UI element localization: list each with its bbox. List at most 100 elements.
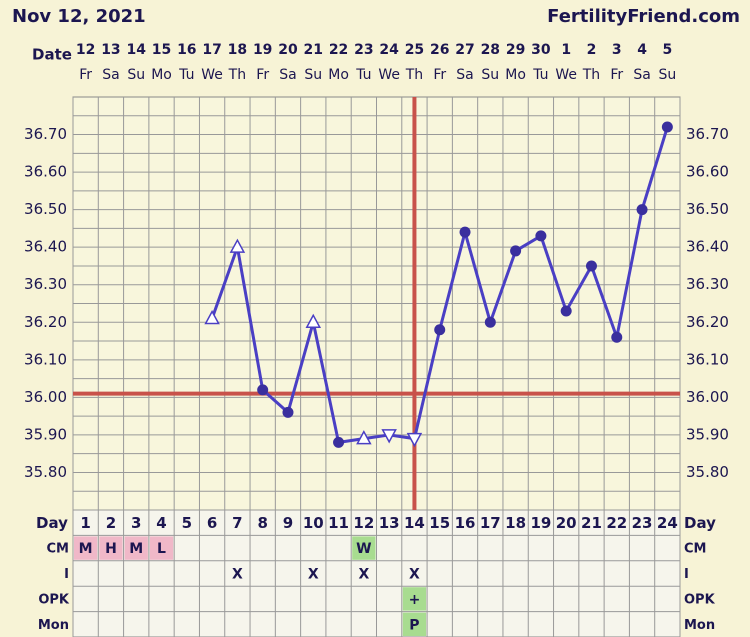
date-label: 27 xyxy=(455,42,474,58)
cell-text: X xyxy=(409,567,420,583)
date-label: 14 xyxy=(126,42,146,58)
day-number: 17 xyxy=(480,514,501,532)
y-tick-label: 36.40 xyxy=(24,238,67,256)
temperature-point xyxy=(282,406,294,418)
y-tick-label: 35.90 xyxy=(24,425,67,443)
temperature-point xyxy=(535,230,547,242)
temperature-point xyxy=(510,245,522,257)
day-number: 22 xyxy=(606,514,627,532)
temperature-point xyxy=(434,324,446,336)
y-tick-label: 36.70 xyxy=(24,125,67,143)
date-label: 15 xyxy=(152,42,171,58)
weekday-label: Sa xyxy=(456,67,473,83)
cell-text: X xyxy=(232,567,243,583)
y2-tick-label: 36.50 xyxy=(686,200,729,218)
day-number: 15 xyxy=(429,514,450,532)
y2-tick-label: 36.30 xyxy=(686,275,729,293)
cell-text: X xyxy=(358,567,369,583)
weekday-label: Su xyxy=(127,67,145,83)
weekday-label: Tu xyxy=(178,67,194,83)
day-number: 3 xyxy=(131,514,141,532)
weekday-label: Su xyxy=(481,67,499,83)
temperature-point xyxy=(585,260,597,272)
temperature-point xyxy=(611,331,623,343)
weekday-label: Fr xyxy=(256,67,269,83)
weekday-label: Fr xyxy=(79,67,92,83)
temperature-point xyxy=(459,226,471,238)
weekday-label: Tu xyxy=(355,67,371,83)
y-tick-label: 36.10 xyxy=(24,350,67,368)
temperature-point-open xyxy=(356,430,372,445)
temperature-point xyxy=(636,204,648,216)
y-tick-label: 36.60 xyxy=(24,163,67,181)
weekday-label: Tu xyxy=(532,67,548,83)
weekday-label: Fr xyxy=(610,67,623,83)
chart-date: Nov 12, 2021 xyxy=(12,6,146,27)
y2-tick-label: 36.00 xyxy=(686,388,729,406)
cell-highlight xyxy=(402,587,427,611)
cell-highlight xyxy=(352,536,376,560)
y-tick-label: 36.30 xyxy=(24,275,67,293)
temperature-point-open xyxy=(204,309,220,325)
date-label: 5 xyxy=(662,42,672,58)
site-name: FertilityFriend.com xyxy=(547,6,740,27)
day-number: 21 xyxy=(581,514,602,532)
cell-text: L xyxy=(157,541,166,557)
weekday-label: Mo xyxy=(328,67,349,83)
day-number: 9 xyxy=(283,514,293,532)
weekday-label: Sa xyxy=(279,67,296,83)
y2-tick-label: 36.20 xyxy=(686,313,729,331)
weekday-label: Th xyxy=(405,67,423,83)
day-number: 13 xyxy=(379,514,400,532)
day-number: 18 xyxy=(505,514,526,532)
y2-tick-label: 36.40 xyxy=(686,238,729,256)
cell-text: M xyxy=(129,541,143,557)
date-label: 1 xyxy=(561,42,571,58)
cell-text: P xyxy=(409,617,419,633)
day-label: Day xyxy=(36,514,68,532)
row-label: I xyxy=(64,567,69,582)
date-label: 4 xyxy=(637,42,647,58)
date-label: 29 xyxy=(506,42,525,58)
row-label: Mon xyxy=(38,618,69,633)
day-number: 1 xyxy=(80,514,90,532)
temperature-point xyxy=(484,316,496,328)
row-label-right: Mon xyxy=(684,618,715,633)
row-label-right: CM xyxy=(684,542,706,557)
weekday-label: Sa xyxy=(102,67,119,83)
date-label: 17 xyxy=(202,42,221,58)
day-number: 14 xyxy=(404,514,425,532)
y2-tick-label: 36.10 xyxy=(686,350,729,368)
weekday-label: Mo xyxy=(505,67,526,83)
weekday-label: Th xyxy=(228,67,246,83)
day-number: 12 xyxy=(353,514,374,532)
cell-text: M xyxy=(79,541,93,557)
day-number: 4 xyxy=(156,514,166,532)
temperature-point xyxy=(560,305,572,317)
day-number: 16 xyxy=(455,514,476,532)
y-tick-label: 35.80 xyxy=(24,463,67,481)
y2-tick-label: 36.70 xyxy=(686,125,729,143)
y2-tick-label: 35.80 xyxy=(686,463,729,481)
cell-highlight xyxy=(402,612,427,636)
date-label: 23 xyxy=(354,42,373,58)
date-label: 24 xyxy=(379,42,399,58)
cell-highlight xyxy=(124,536,148,560)
weekday-label: Mo xyxy=(151,67,172,83)
day-number: 2 xyxy=(106,514,116,532)
weekday-label: We xyxy=(378,67,400,83)
cell-text: H xyxy=(105,541,117,557)
date-label: 12 xyxy=(76,42,95,58)
date-label: 25 xyxy=(405,42,424,58)
date-label: 2 xyxy=(587,42,597,58)
cell-highlight xyxy=(74,536,98,560)
temperature-point-open xyxy=(406,432,423,448)
row-label: CM xyxy=(47,542,69,557)
day-number: 19 xyxy=(530,514,551,532)
date-label: 28 xyxy=(481,42,500,58)
cell-text: + xyxy=(409,592,421,608)
day-number: 7 xyxy=(232,514,242,532)
y-tick-label: 36.00 xyxy=(24,388,67,406)
